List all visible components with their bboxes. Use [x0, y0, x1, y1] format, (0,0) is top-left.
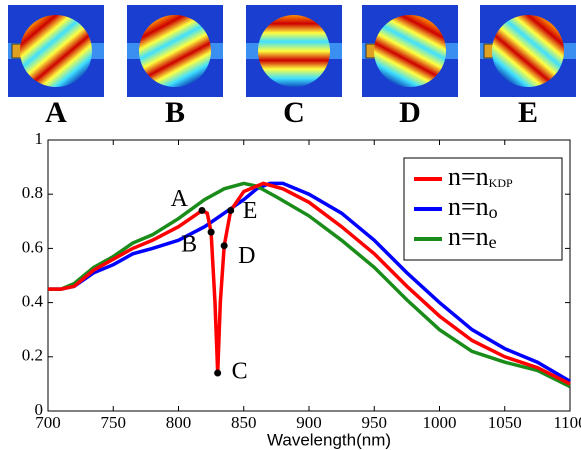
y-tick-label: 0.6: [22, 237, 43, 256]
panel-label: A: [45, 96, 67, 129]
legend-subscript: KDP: [489, 176, 513, 190]
y-tick-label: 1: [35, 129, 44, 148]
x-tick-label: 850: [231, 413, 257, 432]
series-line: [48, 181, 571, 386]
legend-name: n=n: [448, 192, 489, 221]
legend-label: n=ne: [448, 222, 497, 252]
legend-label: n=nKDP: [448, 162, 513, 191]
annotation-label: D: [238, 243, 255, 269]
annotation-dot: [220, 242, 228, 250]
resonator: [492, 15, 564, 87]
x-axis-label: Wavelength(nm): [267, 430, 391, 449]
panel-label: D: [399, 96, 421, 129]
series-line: [48, 181, 571, 389]
y-tick-label: 0.4: [22, 292, 44, 311]
annotation-label: A: [171, 186, 189, 212]
annotation-label: C: [232, 359, 248, 385]
x-tick-label: 1000: [423, 413, 457, 432]
x-tick-label: 750: [101, 413, 127, 432]
legend-name: n=n: [448, 162, 489, 191]
resonator: [258, 15, 330, 87]
annotation-dot: [214, 369, 222, 377]
field-panels: A B C D E: [8, 5, 576, 129]
resonator: [20, 15, 92, 87]
resonator: [139, 14, 211, 87]
panel-label: C: [283, 96, 305, 129]
annotation-label: B: [181, 232, 197, 258]
y-tick-label: 0.2: [22, 346, 43, 365]
resonator: [374, 14, 446, 87]
annotation-dot: [198, 206, 206, 214]
series-line: [48, 181, 571, 383]
annotation-dot: [227, 206, 235, 214]
legend-subscript: o: [489, 202, 498, 222]
legend-label: n=no: [448, 192, 498, 222]
x-tick-label: 700: [35, 413, 61, 432]
annotation-dot: [207, 228, 215, 236]
annotation-label: E: [243, 198, 258, 224]
y-tick-label: 0: [35, 400, 44, 419]
legend-name: n=n: [448, 222, 489, 251]
y-tick-label: 0.8: [22, 183, 43, 202]
x-tick-label: 800: [166, 413, 192, 432]
panel-label: B: [165, 96, 185, 129]
x-tick-label: 900: [296, 413, 322, 432]
legend-subscript: e: [489, 232, 497, 252]
panel-label: E: [518, 96, 538, 129]
x-tick-label: 950: [362, 413, 388, 432]
x-tick-label: 1050: [488, 413, 522, 432]
